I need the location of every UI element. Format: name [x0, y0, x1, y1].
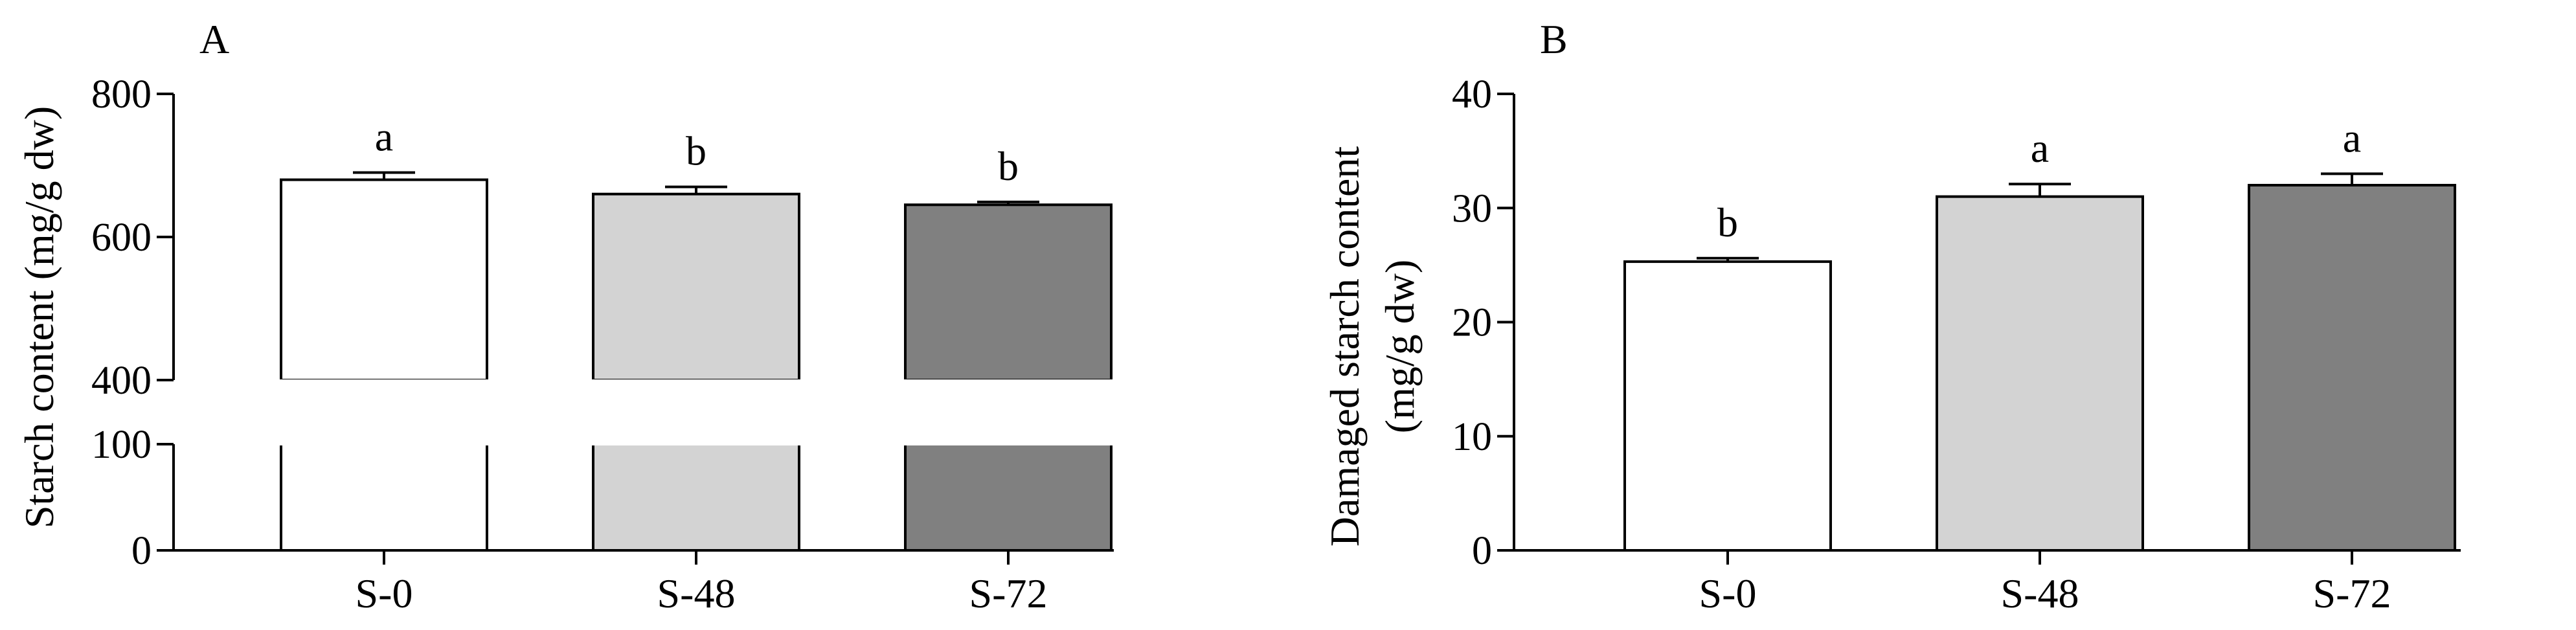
y-tick-label: 400 — [91, 359, 152, 403]
significance-letter: b — [1717, 199, 1738, 245]
bar — [1623, 260, 1832, 552]
break-mask — [591, 379, 801, 383]
x-tick-label: S-72 — [2313, 570, 2391, 616]
y-tick-label: 30 — [1452, 186, 1492, 231]
bar — [1936, 195, 2144, 552]
y-tick-label: 0 — [1472, 529, 1492, 573]
bar-lower — [280, 443, 488, 552]
chart-panel-a: A Starch content (mg/g dw) a S-0 b S-48 b S-7… — [16, 16, 1114, 616]
y-tick-label: 20 — [1452, 301, 1492, 345]
bar — [904, 203, 1113, 381]
y-tick-label: 100 — [91, 423, 152, 467]
x-tick-label: S-48 — [2001, 570, 2079, 616]
x-tick-label: S-72 — [969, 570, 1048, 616]
break-mask — [279, 379, 489, 383]
break-mask — [903, 442, 1113, 445]
y-tick-label: 40 — [1452, 73, 1492, 117]
panel-label-b: B — [1540, 16, 1568, 62]
y-axis-title-a: Starch content (mg/g dw) — [16, 106, 62, 528]
break-mask — [591, 442, 801, 445]
bar — [2248, 184, 2456, 552]
panel-label-a: A — [199, 16, 229, 62]
bar — [592, 192, 800, 381]
y-tick-label: 10 — [1452, 415, 1492, 459]
chart-panel-b: B Damaged starch content (mg/g dw) b S-0 a… — [1322, 16, 2461, 616]
y-tick-label: 800 — [91, 73, 152, 117]
break-mask — [279, 442, 489, 445]
y-tick-label: 0 — [131, 529, 152, 573]
significance-letter: b — [998, 143, 1019, 189]
significance-letter: a — [2031, 125, 2049, 171]
y-axis-title-b-line1: Damaged starch content — [1322, 146, 1368, 547]
x-tick-label: S-0 — [1699, 570, 1757, 616]
break-mask — [903, 379, 1113, 383]
y-axis-title-b-line2: (mg/g dw) — [1377, 260, 1423, 433]
x-tick-label: S-0 — [356, 570, 413, 616]
bar-lower — [592, 443, 800, 552]
y-tick-label: 600 — [91, 216, 152, 260]
x-tick-label: S-48 — [657, 570, 736, 616]
bar — [280, 178, 488, 381]
significance-letter: a — [375, 114, 393, 160]
bar-lower — [904, 443, 1113, 552]
significance-letter: a — [2343, 115, 2361, 161]
significance-letter: b — [686, 128, 706, 174]
